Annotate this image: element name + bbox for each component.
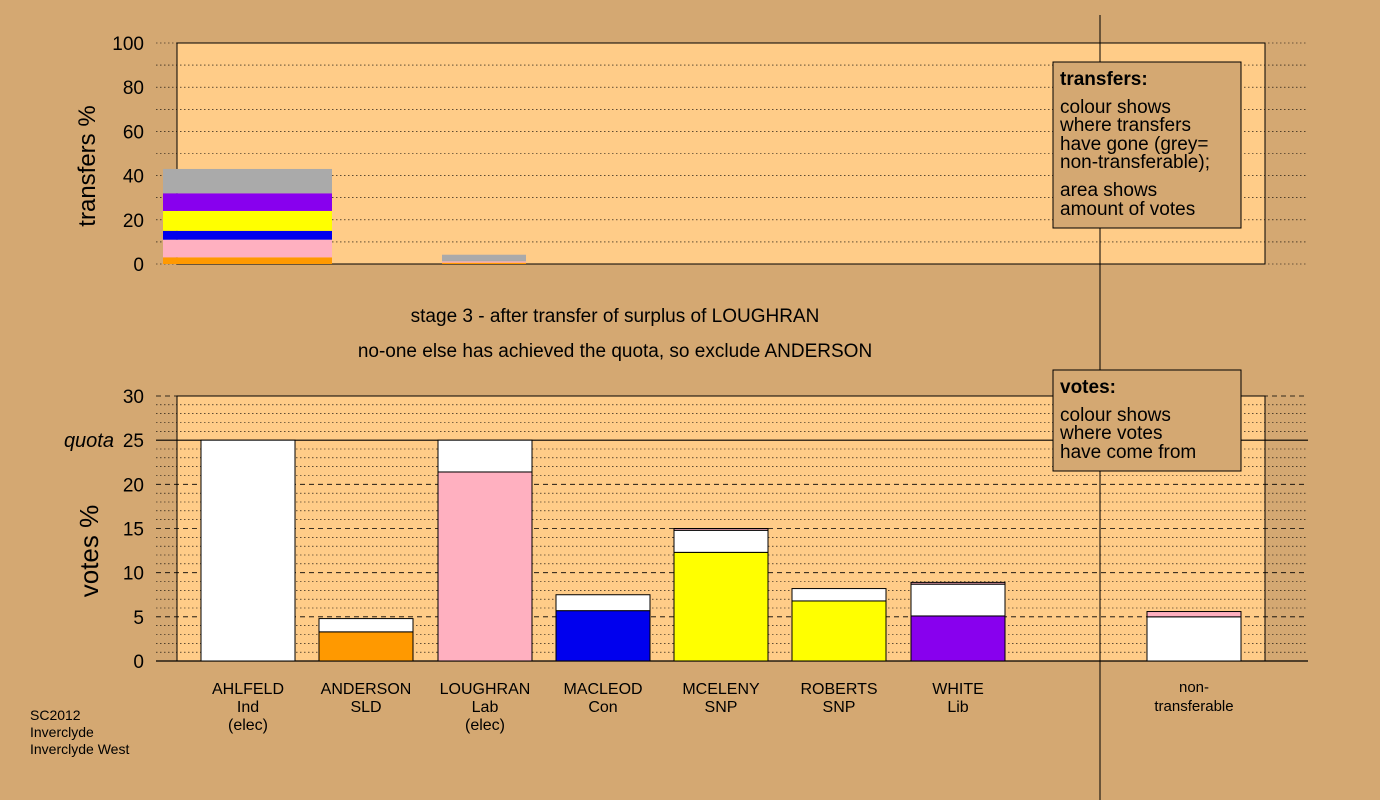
votes-y-axis-label: votes % — [74, 505, 104, 598]
y-tick-label: 10 — [123, 564, 144, 585]
quota-label: quota — [64, 430, 114, 452]
transfers-y-ticks: 0 20 40 60 80 100 — [112, 34, 144, 276]
transfers-legend-line: amount of votes — [1060, 199, 1195, 220]
candidate-label: Ind — [237, 699, 259, 716]
candidate-label: ANDERSON — [321, 681, 412, 698]
non-transferable-label: transferable — [1154, 698, 1233, 715]
transfers-legend-line: non-transferable); — [1060, 152, 1210, 173]
y-tick-label: 60 — [123, 122, 144, 143]
vote-segment — [437, 471, 533, 662]
transfer-segment — [442, 254, 526, 262]
stage-title: stage 3 - after transfer of surplus of L… — [411, 306, 820, 327]
y-tick-label: 20 — [123, 475, 144, 496]
vote-segment — [791, 588, 887, 602]
candidate-label: SLD — [350, 699, 381, 716]
y-tick-label: 20 — [123, 211, 144, 232]
vote-segment — [318, 618, 414, 633]
vote-segment — [200, 439, 296, 662]
stage-subtitle: no-one else has achieved the quota, so e… — [358, 341, 872, 362]
candidate-labels: AHLFELDInd(elec)ANDERSONSLDLOUGHRANLab(e… — [212, 679, 1234, 734]
footer-line: Inverclyde — [30, 724, 94, 740]
vote-segment — [555, 610, 651, 662]
y-tick-label: 25 — [123, 431, 144, 452]
y-tick-label: 0 — [133, 255, 144, 276]
votes-legend-line: have come from — [1060, 442, 1196, 463]
transfers-legend-line: have gone (grey= — [1060, 134, 1208, 155]
vote-segment — [910, 581, 1006, 585]
y-tick-label: 30 — [123, 387, 144, 408]
votes-bars — [200, 439, 1242, 662]
non-transferable-segment — [1146, 616, 1242, 662]
transfers-legend-line: area shows — [1060, 180, 1157, 201]
vote-segment — [673, 528, 769, 531]
candidate-label: SNP — [823, 699, 856, 716]
transfer-segment — [442, 262, 526, 264]
candidate-label: ROBERTS — [800, 681, 877, 698]
transfers-legend-title: transfers: — [1060, 69, 1148, 90]
y-tick-label: 40 — [123, 167, 144, 188]
vote-segment — [673, 551, 769, 662]
candidate-label: LOUGHRAN — [440, 681, 531, 698]
vote-segment — [673, 529, 769, 553]
transfer-segment — [163, 257, 332, 264]
transfers-y-axis-label: transfers % — [74, 105, 101, 226]
vote-segment — [910, 583, 1006, 617]
y-tick-label: 80 — [123, 78, 144, 99]
vote-segment — [791, 600, 887, 662]
candidate-label: (elec) — [228, 717, 268, 734]
candidate-label: WHITE — [932, 681, 984, 698]
candidate-label: Con — [588, 699, 617, 716]
transfers-legend: transfers: colour shows where transfers … — [1052, 61, 1242, 229]
votes-legend-line: colour shows — [1060, 405, 1171, 426]
election-footer: SC2012 Inverclyde Inverclyde West — [30, 707, 129, 757]
transfer-segment — [163, 168, 332, 194]
votes-y-ticks: 0 5 10 15 20 25 30 quota — [64, 387, 144, 673]
non-transferable-label: non- — [1179, 679, 1209, 696]
non-transferable-segment — [1146, 611, 1242, 618]
candidate-label: (elec) — [465, 717, 505, 734]
candidate-label: SNP — [705, 699, 738, 716]
transfers-legend-line: where transfers — [1059, 115, 1191, 136]
votes-legend-title: votes: — [1060, 377, 1116, 398]
votes-legend: votes: colour shows where votes have com… — [1052, 369, 1242, 472]
y-tick-label: 5 — [133, 608, 144, 629]
footer-line: Inverclyde West — [30, 741, 129, 757]
candidate-label: Lib — [947, 699, 968, 716]
vote-segment — [910, 615, 1006, 662]
transfer-segment — [163, 239, 332, 258]
candidate-label: MCELENY — [682, 681, 760, 698]
transfers-bars — [163, 168, 526, 264]
vote-segment — [555, 594, 651, 612]
votes-legend-line: where votes — [1059, 423, 1162, 444]
y-tick-label: 100 — [112, 34, 144, 55]
transfer-segment — [163, 230, 332, 240]
footer-line: SC2012 — [30, 707, 81, 723]
y-tick-label: 0 — [133, 652, 144, 673]
transfers-legend-line: colour shows — [1060, 97, 1171, 118]
transfer-segment — [163, 193, 332, 211]
candidate-label: AHLFELD — [212, 681, 284, 698]
vote-segment — [437, 439, 533, 473]
transfer-segment — [442, 261, 526, 263]
transfer-segment — [163, 210, 332, 231]
y-tick-label: 15 — [123, 520, 144, 541]
candidate-label: MACLEOD — [563, 681, 642, 698]
candidate-label: Lab — [472, 699, 499, 716]
vote-segment — [318, 631, 414, 662]
